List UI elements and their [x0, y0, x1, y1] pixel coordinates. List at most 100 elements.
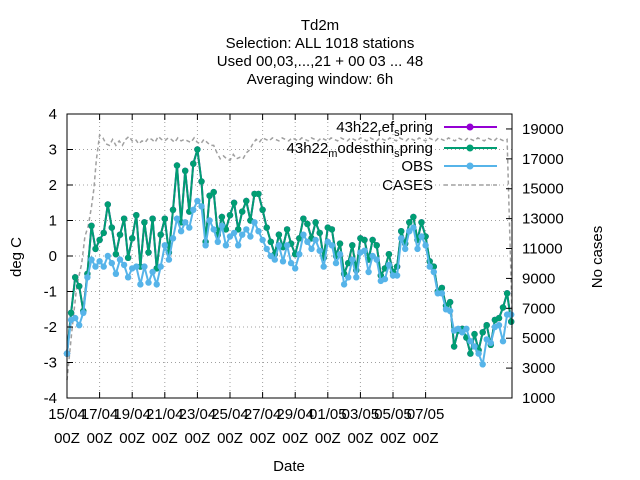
data-point: [332, 259, 340, 267]
x-tick-label-hour: 00Z: [250, 430, 276, 447]
data-point: [133, 212, 140, 219]
data-point: [100, 263, 107, 270]
legend-label: 43h22modesthinspring: [287, 140, 433, 160]
data-point: [186, 224, 193, 231]
legend-text-main: OBS: [401, 158, 433, 175]
data-point: [190, 160, 197, 167]
x-tick-label-hour: 00Z: [413, 430, 439, 447]
data-point: [230, 199, 238, 206]
data-point: [88, 222, 95, 229]
data-point: [414, 245, 421, 253]
y2-axis-label: No cases: [589, 226, 606, 289]
y-tick-label: -3: [44, 355, 57, 372]
y-tick-label: -2: [44, 319, 57, 336]
data-point: [508, 318, 515, 325]
data-point: [104, 252, 112, 260]
data-point: [373, 256, 380, 263]
data-point: [133, 263, 140, 270]
data-point: [393, 272, 401, 279]
data-point: [320, 263, 327, 270]
data-point: [398, 235, 405, 242]
x-tick-label: 27/04: [244, 406, 282, 423]
data-point: [194, 146, 201, 153]
y2-tick-label: 1000: [522, 390, 555, 407]
x-tick-label-hour: 00Z: [87, 430, 113, 447]
data-point: [239, 231, 246, 238]
data-point: [226, 212, 234, 219]
data-point: [349, 256, 356, 263]
y-tick-label: 4: [49, 106, 57, 123]
data-point: [340, 281, 348, 288]
data-point: [406, 219, 413, 226]
x-tick-label: 23/04: [179, 406, 217, 423]
legend-label: OBS: [401, 158, 433, 175]
legend-marker: [466, 123, 474, 131]
y2-tick-label: 9000: [522, 270, 555, 287]
x-tick-label-hour: 00Z: [282, 430, 308, 447]
data-point: [137, 281, 144, 288]
y2-tick-label: 15000: [522, 181, 564, 198]
data-point: [235, 242, 242, 249]
data-point: [145, 279, 152, 286]
data-point: [495, 314, 503, 322]
y-tick-label: 2: [49, 177, 57, 194]
data-point: [385, 261, 393, 269]
data-point: [141, 219, 148, 226]
legend-label: CASES: [382, 177, 433, 194]
data-point: [304, 238, 311, 245]
data-point: [275, 231, 283, 238]
data-point: [345, 274, 352, 281]
data-point: [479, 329, 486, 336]
y2-tick-label: 13000: [522, 211, 564, 228]
x-tick-label: 03/05: [342, 406, 380, 423]
x-tick-label-hour: 00Z: [380, 430, 406, 447]
data-point: [84, 274, 91, 281]
data-point: [214, 238, 221, 245]
data-point: [239, 208, 246, 215]
data-point: [206, 192, 213, 199]
data-point: [475, 350, 482, 357]
data-point: [287, 259, 295, 267]
legend-text-main: 43h22: [336, 119, 378, 136]
title-line: Td2m: [301, 17, 339, 34]
data-point: [124, 274, 132, 281]
data-point: [80, 309, 87, 316]
x-tick-label-hour: 00Z: [119, 430, 145, 447]
data-point: [467, 338, 474, 345]
series-layer: [63, 133, 515, 381]
y2-tick-label: 11000: [522, 241, 563, 258]
legend-text-main: CASES: [382, 177, 433, 194]
data-point: [72, 274, 79, 281]
data-point: [247, 233, 254, 240]
x-tick-label: 25/04: [211, 406, 249, 423]
y2-tick-label: 17000: [522, 151, 564, 168]
data-point: [67, 309, 75, 316]
data-point: [161, 215, 168, 222]
data-point: [96, 236, 103, 244]
data-point: [430, 268, 437, 276]
data-point: [410, 213, 417, 221]
y2-tick-label: 19000: [522, 121, 564, 138]
data-point: [255, 190, 262, 198]
data-point: [483, 322, 490, 329]
data-point: [328, 242, 336, 249]
data-point: [381, 275, 389, 283]
x-tick-label: 17/04: [81, 406, 119, 423]
data-point: [182, 167, 189, 174]
data-point: [316, 247, 323, 254]
data-point: [161, 242, 168, 249]
data-point: [328, 226, 336, 233]
data-point: [283, 226, 291, 233]
data-point: [88, 256, 95, 263]
data-point: [190, 206, 197, 213]
legend-text: odesthin: [337, 140, 394, 157]
legend-text: pring: [400, 140, 433, 157]
data-point: [157, 231, 164, 238]
x-tick-label-hour: 00Z: [152, 430, 178, 447]
data-point: [495, 322, 503, 329]
data-point: [96, 258, 103, 265]
data-point: [361, 236, 368, 244]
series-obs: [63, 197, 515, 369]
series-line: [66, 133, 513, 381]
